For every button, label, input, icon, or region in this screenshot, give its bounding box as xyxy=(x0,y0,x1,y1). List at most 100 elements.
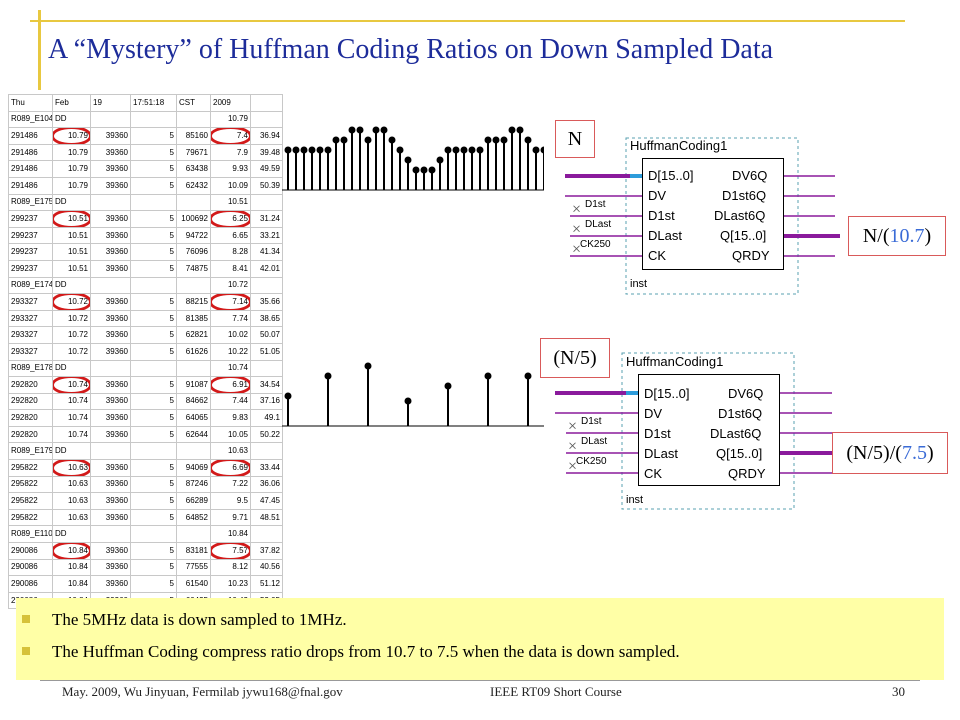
table-cell: 19 xyxy=(90,94,131,112)
table-cell: R089_E179 xyxy=(8,442,53,461)
highlight-circle xyxy=(211,128,250,144)
table-cell: 10.72 xyxy=(210,276,251,295)
sample-stem xyxy=(364,136,372,190)
table-row: 290086 10.84 39360 5 61540 10.23 51.12 xyxy=(8,575,283,593)
table-cell xyxy=(250,276,283,295)
table-cell: 10.51 xyxy=(52,226,91,245)
table-cell: 10.51 xyxy=(210,193,251,212)
sample-stem xyxy=(524,372,532,426)
table-cell: R089_E110 xyxy=(8,525,53,544)
port-bottom-qrdy: QRDY xyxy=(728,466,766,481)
table-cell xyxy=(250,525,283,544)
table-cell: 299237 xyxy=(8,210,53,228)
table-cell: 83181 xyxy=(176,542,211,560)
table-cell: 88215 xyxy=(176,293,211,311)
sample-stem xyxy=(444,382,452,426)
sample-stem xyxy=(444,146,452,190)
table-cell: 37.82 xyxy=(250,542,283,560)
highlight-circle xyxy=(53,543,90,559)
table-row: 299237 10.51 39360 5 74875 8.41 42.01 xyxy=(8,259,283,278)
sample-stem xyxy=(340,136,348,190)
table-cell: 10.02 xyxy=(210,326,251,344)
table-cell: 5 xyxy=(130,459,177,477)
table-cell xyxy=(90,276,131,295)
table-cell: 39360 xyxy=(90,226,131,245)
table-row: R089_E175 DD 10.51 xyxy=(8,193,283,212)
table-cell: 10.63 xyxy=(52,508,91,527)
table-cell: 299237 xyxy=(8,259,53,278)
table-cell: 5 xyxy=(130,143,177,162)
table-cell: 10.79 xyxy=(52,160,91,178)
port-bottom-d: D[15..0] xyxy=(644,386,690,401)
table-row: 295822 10.63 39360 5 94069 6.69 33.44 xyxy=(8,459,283,477)
sample-stem xyxy=(540,146,544,190)
table-cell: 291486 xyxy=(8,127,53,145)
sample-stem xyxy=(516,126,524,190)
table-cell: 292820 xyxy=(8,392,53,411)
sample-stem xyxy=(404,397,412,426)
table-cell: 10.74 xyxy=(210,359,251,378)
table-cell: 10.63 xyxy=(52,492,91,510)
sample-stem xyxy=(372,126,380,190)
table-cell: 39360 xyxy=(90,376,131,394)
svg-text:×: × xyxy=(568,458,577,475)
slide-title: A “Mystery” of Huffman Coding Ratios on … xyxy=(48,34,774,65)
table-cell: 17:51:18 xyxy=(130,94,177,112)
table-cell xyxy=(250,110,283,129)
table-cell: 10.05 xyxy=(210,425,251,444)
table-cell: 39360 xyxy=(90,326,131,344)
table-cell: 35.66 xyxy=(250,293,283,311)
sample-stem xyxy=(284,146,292,190)
label-n-ratio-prefix: N/( xyxy=(862,224,890,247)
table-cell: 39360 xyxy=(90,575,131,593)
table-cell: 48.51 xyxy=(250,508,283,527)
table-row: 299237 10.51 39360 5 94722 6.65 33.21 xyxy=(8,226,283,245)
table-cell: 10.51 xyxy=(52,243,91,261)
table-cell: R089_E178 xyxy=(8,359,53,378)
table-row: 291486 10.79 39360 5 85160 7.4 36.94 xyxy=(8,127,283,145)
table-row: R089_E174 DD 10.72 xyxy=(8,276,283,295)
table-cell: 74875 xyxy=(176,259,211,278)
table-row: 299237 10.51 39360 5 100692 6.25 31.24 xyxy=(8,210,283,228)
block-bottom-title: HuffmanCoding1 xyxy=(626,354,724,369)
table-row: 293327 10.72 39360 5 81385 7.74 38.65 xyxy=(8,309,283,328)
table-cell: 50.22 xyxy=(250,425,283,444)
table-cell: 290086 xyxy=(8,542,53,560)
waveform-full-rate xyxy=(282,126,544,191)
table-cell: 8.41 xyxy=(210,259,251,278)
table-cell: 62432 xyxy=(176,176,211,195)
table-cell: DD xyxy=(52,442,91,461)
table-cell: 10.22 xyxy=(210,342,251,361)
table-cell xyxy=(130,276,177,295)
sample-stem xyxy=(508,126,516,190)
port-top-q: Q[15..0] xyxy=(720,228,767,243)
table-cell xyxy=(250,193,283,212)
block-top-body xyxy=(642,158,784,270)
port-bottom-q: Q[15..0] xyxy=(716,446,763,461)
table-row: 292820 10.74 39360 5 84662 7.44 37.16 xyxy=(8,392,283,411)
svg-text:×: × xyxy=(568,418,577,435)
sample-stem xyxy=(284,392,292,426)
bullet-panel: The 5MHz data is down sampled to 1MHz. T… xyxy=(16,598,944,680)
table-cell: R089_E174 xyxy=(8,276,53,295)
table-cell: 7.22 xyxy=(210,475,251,494)
bullet-item-2: The Huffman Coding compress ratio drops … xyxy=(22,642,680,662)
highlight-circle xyxy=(211,377,250,393)
sample-stem xyxy=(380,126,388,190)
label-n5-ratio-value: 7.5 xyxy=(901,441,927,464)
sample-stem xyxy=(356,126,364,190)
table-cell: 292820 xyxy=(8,376,53,394)
port-bottom-ck: CK xyxy=(644,466,663,481)
table-cell: 5 xyxy=(130,376,177,394)
table-cell: 5 xyxy=(130,243,177,261)
table-cell: 39360 xyxy=(90,392,131,411)
table-row: R089_E104 DD 10.79 xyxy=(8,110,283,129)
table-cell: 10.23 xyxy=(210,575,251,593)
footer-page-number: 30 xyxy=(892,684,905,699)
table-cell: 39360 xyxy=(90,127,131,145)
table-cell: 39.48 xyxy=(250,143,283,162)
table-cell xyxy=(90,359,131,378)
table-cell: 5 xyxy=(130,226,177,245)
table-cell: 10.74 xyxy=(52,409,91,427)
table-cell: 33.21 xyxy=(250,226,283,245)
